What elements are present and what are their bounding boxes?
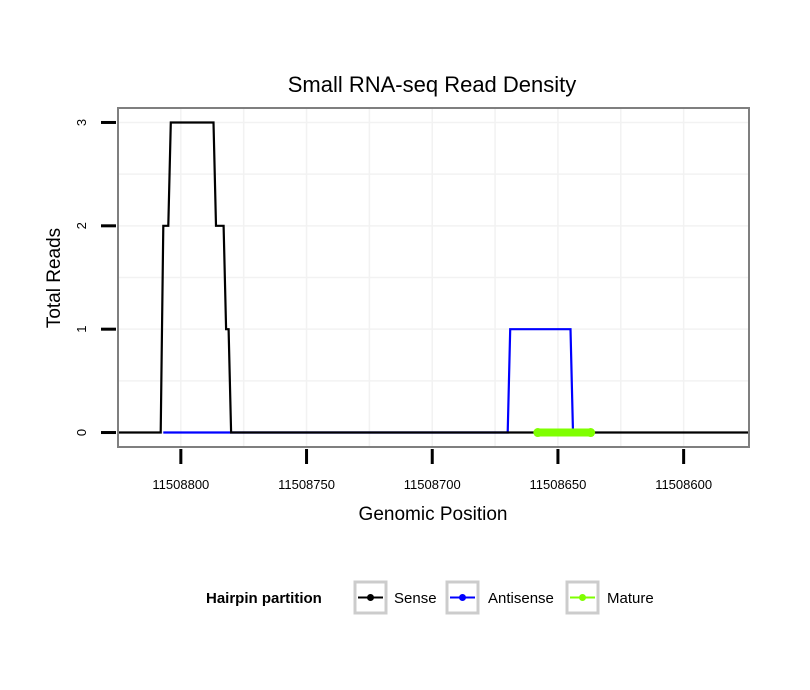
legend-label-sense: Sense <box>394 590 437 607</box>
x-tick-label: 11508800 <box>152 477 209 492</box>
y-axis-title: Total Reads <box>44 228 65 328</box>
legend-key-mature <box>565 580 600 615</box>
mature-point <box>586 428 596 438</box>
x-tick-label: 11508650 <box>530 477 587 492</box>
series-line-antisense <box>163 328 575 434</box>
mature-point <box>533 428 543 438</box>
plot-border <box>117 107 750 448</box>
x-tick-label: 11508750 <box>278 477 335 492</box>
grid <box>118 108 749 447</box>
series-layer <box>118 121 749 438</box>
x-axis: 11508800 11508750 11508700 11508650 11508600 <box>152 449 712 492</box>
legend-marker <box>459 594 466 601</box>
legend-marker <box>579 594 586 601</box>
legend-label-antisense: Antisense <box>488 590 554 607</box>
chart-title: Small RNA-seq Read Density <box>288 72 577 97</box>
y-tick-label: 3 <box>74 119 89 126</box>
y-tick-label: 1 <box>74 326 89 333</box>
legend-marker <box>367 594 374 601</box>
x-tick-label: 11508700 <box>404 477 461 492</box>
x-axis-title: Genomic Position <box>359 504 508 525</box>
legend-title: Hairpin partition <box>206 590 322 607</box>
y-axis: 0 1 2 3 <box>74 119 116 436</box>
series-line-sense <box>118 121 749 434</box>
legend-label-mature: Mature <box>607 590 654 607</box>
legend: Hairpin partition Sense Antisense Mature <box>206 580 654 615</box>
y-tick-label: 0 <box>74 429 89 436</box>
y-tick-label: 2 <box>74 222 89 229</box>
x-tick-label: 11508600 <box>655 477 712 492</box>
